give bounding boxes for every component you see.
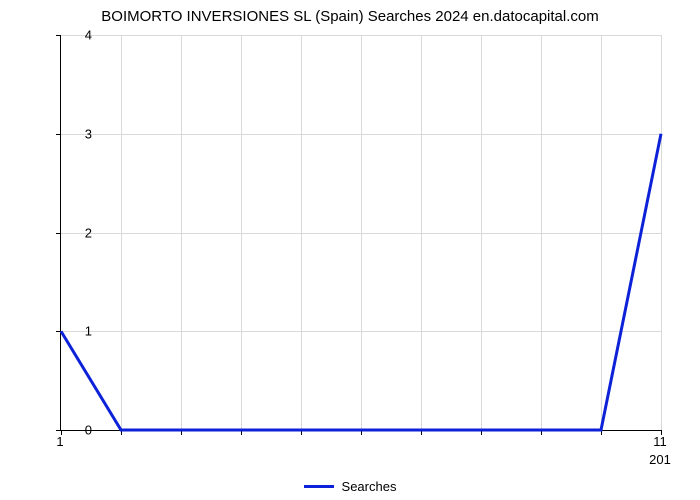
- y-tick-label: 2: [62, 225, 92, 240]
- line-series: [61, 35, 661, 430]
- gridline-vertical: [661, 35, 662, 430]
- legend: Searches: [0, 479, 700, 494]
- x-tick-label-start: 1: [56, 434, 63, 449]
- chart-title: BOIMORTO INVERSIONES SL (Spain) Searches…: [0, 8, 700, 25]
- y-tick-label: 1: [62, 324, 92, 339]
- plot-area: [60, 35, 661, 431]
- x-sub-label-end: 201: [649, 452, 671, 467]
- x-tick-label-end: 11: [653, 434, 667, 449]
- y-tick-label: 3: [62, 126, 92, 141]
- y-tick-label: 4: [62, 28, 92, 43]
- y-tick-label: 0: [62, 423, 92, 438]
- legend-swatch: [304, 485, 334, 488]
- legend-label: Searches: [342, 479, 397, 494]
